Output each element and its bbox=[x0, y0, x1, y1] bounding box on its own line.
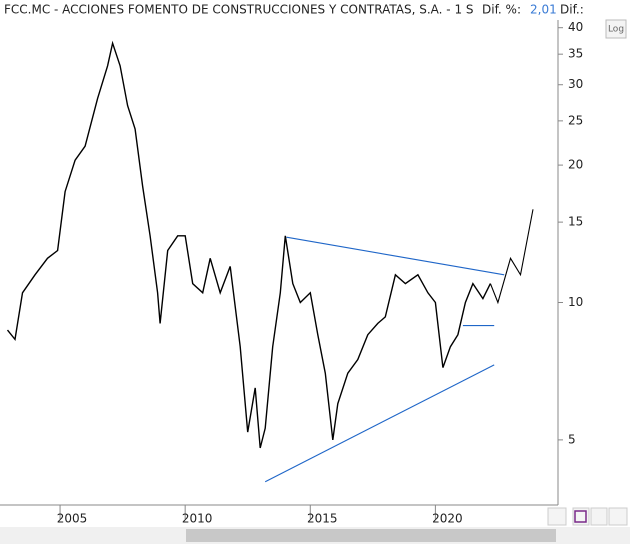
chart-title: FCC.MC - ACCIONES FOMENTO DE CONSTRUCCIO… bbox=[4, 3, 474, 17]
y-tick-label: 10 bbox=[568, 295, 583, 309]
y-tick-label: 30 bbox=[568, 77, 583, 91]
y-tick-label: 35 bbox=[568, 47, 583, 61]
save-icon bbox=[574, 510, 587, 523]
y-tick-label: 40 bbox=[568, 20, 583, 34]
trend-line bbox=[264, 364, 495, 483]
chart-type-button[interactable] bbox=[547, 507, 567, 526]
header-bar bbox=[0, 0, 630, 20]
zoom-button[interactable] bbox=[590, 507, 608, 526]
dif-pct-label: Dif. %: bbox=[482, 3, 521, 17]
save-button[interactable] bbox=[572, 507, 590, 526]
log-button-label[interactable]: Log bbox=[608, 25, 624, 35]
scroll-thumb[interactable] bbox=[186, 529, 556, 542]
trend-line bbox=[286, 236, 505, 276]
trend-line bbox=[489, 209, 534, 305]
dif-label: Dif.: bbox=[560, 3, 584, 17]
dif-pct: 2,01 bbox=[530, 3, 557, 17]
y-tick-label: 20 bbox=[568, 158, 583, 172]
x-tick-label: 2015 bbox=[307, 512, 338, 526]
y-tick-label: 15 bbox=[568, 215, 583, 229]
y-tick-label: 25 bbox=[568, 113, 583, 127]
x-tick-label: 2005 bbox=[57, 512, 88, 526]
y-tick-label: 5 bbox=[568, 432, 576, 446]
plot-area bbox=[6, 40, 534, 483]
x-tick-label: 2020 bbox=[432, 512, 463, 526]
log-button[interactable] bbox=[605, 19, 627, 39]
price-line bbox=[6, 40, 492, 449]
x-tick-label: 2010 bbox=[182, 512, 213, 526]
menu-button[interactable] bbox=[608, 507, 628, 526]
